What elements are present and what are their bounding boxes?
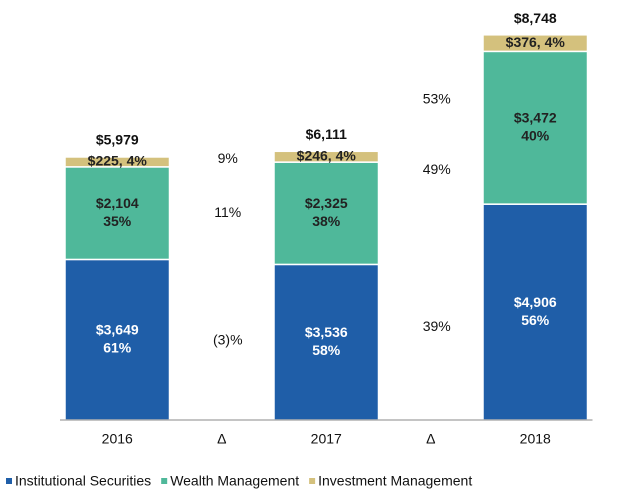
legend-swatch	[309, 478, 316, 484]
share-label: 38%	[312, 213, 341, 229]
share-label: 56%	[521, 312, 550, 328]
bar-segment	[273, 161, 380, 266]
x-tick-label: 2018	[520, 431, 551, 447]
total-label: $8,748	[514, 10, 557, 26]
legend-label: Institutional Securities	[15, 473, 151, 489]
legend-label: Wealth Management	[170, 473, 299, 489]
bar-segment	[64, 258, 171, 421]
delta-label: 39%	[423, 318, 451, 334]
bar-segment	[64, 166, 171, 261]
value-label: $3,472	[514, 109, 557, 125]
bar-segment	[64, 156, 171, 168]
share-label: 40%	[521, 127, 550, 143]
total-label: $5,979	[96, 132, 139, 148]
total-label: $6,111	[306, 126, 347, 142]
x-tick-label: Δ	[217, 431, 226, 447]
bar-segment	[273, 263, 380, 421]
share-label: 58%	[312, 342, 341, 358]
value-label: $246, 4%	[297, 147, 357, 163]
bar-segment	[273, 150, 380, 163]
x-tick-label: 2016	[102, 431, 133, 447]
legend-label: Investment Management	[318, 473, 472, 489]
x-tick-label: Δ	[426, 431, 435, 447]
delta-label: 49%	[423, 161, 451, 177]
value-label: $376, 4%	[506, 34, 566, 50]
value-label: $3,649	[96, 321, 139, 337]
delta-label: 11%	[214, 204, 241, 220]
delta-label: (3)%	[213, 332, 243, 348]
delta-label: 53%	[423, 91, 451, 107]
x-tick-label: 2017	[311, 431, 342, 447]
value-label: $2,325	[305, 195, 348, 211]
value-label: $2,104	[96, 195, 139, 211]
value-label: $3,536	[305, 324, 348, 340]
bar-segment	[482, 34, 589, 53]
share-label: 35%	[103, 213, 132, 229]
value-label: $225, 4%	[88, 153, 148, 169]
delta-label: 9%	[218, 150, 238, 166]
legend-swatch	[6, 478, 12, 484]
value-label: $4,906	[514, 294, 557, 310]
share-label: 61%	[103, 339, 132, 355]
legend-swatch	[161, 478, 168, 484]
